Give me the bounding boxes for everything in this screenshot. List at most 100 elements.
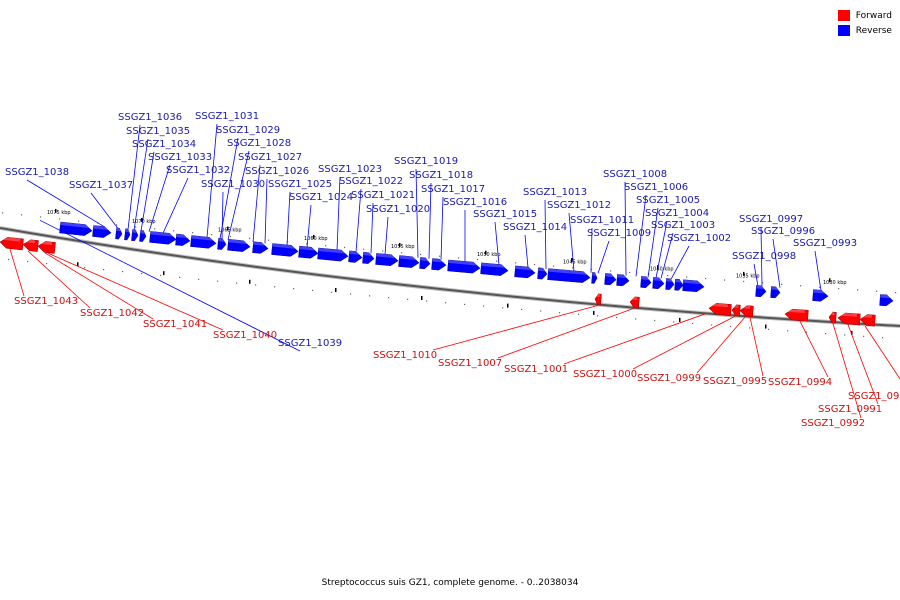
forward-gene-label[interactable]: SSGZ1_0999 [637, 373, 701, 384]
reverse-gene-label[interactable]: SSGZ1_1004 [645, 208, 709, 219]
reverse-gene-arrow[interactable] [879, 294, 894, 307]
reverse-gene-label[interactable]: SSGZ1_1039 [278, 338, 342, 349]
reverse-gene-arrow[interactable] [604, 273, 617, 286]
reverse-gene-label[interactable]: SSGZ1_1014 [503, 222, 567, 233]
reverse-gene-arrow[interactable] [755, 285, 767, 297]
reverse-gene-arrow[interactable] [271, 243, 299, 257]
reverse-gene-label[interactable]: SSGZ1_1034 [132, 139, 196, 150]
reverse-gene-label[interactable]: SSGZ1_0997 [739, 214, 803, 225]
forward-gene-label[interactable]: SSGZ1_1007 [438, 358, 502, 369]
forward-gene-label[interactable]: SSGZ1_0995 [703, 376, 767, 387]
reverse-gene-arrow[interactable] [665, 278, 675, 290]
reverse-gene-label[interactable]: SSGZ1_1033 [148, 152, 212, 163]
reverse-gene-label[interactable]: SSGZ1_1031 [195, 111, 259, 122]
reverse-gene-arrow[interactable] [115, 227, 123, 240]
forward-gene-arrow[interactable] [739, 305, 754, 318]
forward-gene-arrow[interactable] [837, 312, 861, 326]
reverse-gene-arrow[interactable] [447, 259, 481, 274]
reverse-gene-label[interactable]: SSGZ1_1015 [473, 209, 537, 220]
reverse-gene-arrow[interactable] [616, 274, 630, 287]
forward-gene-label[interactable]: SSGZ1_1001 [504, 364, 568, 375]
reverse-gene-arrow[interactable] [682, 279, 705, 293]
reverse-gene-label[interactable]: SSGZ1_1021 [351, 190, 415, 201]
reverse-gene-arrow[interactable] [419, 257, 431, 270]
reverse-gene-label[interactable]: SSGZ1_0993 [793, 238, 857, 249]
reverse-gene-label[interactable]: SSGZ1_1020 [366, 204, 430, 215]
forward-gene-label[interactable]: SSGZ1_1040 [213, 330, 277, 341]
forward-gene-arrow[interactable] [629, 296, 640, 309]
reverse-gene-label[interactable]: SSGZ1_1036 [118, 112, 182, 123]
reverse-gene-label[interactable]: SSGZ1_1016 [443, 197, 507, 208]
reverse-gene-label[interactable]: SSGZ1_0998 [732, 251, 796, 262]
forward-gene-label[interactable]: SSGZ1_1043 [14, 296, 78, 307]
forward-gene-arrow[interactable] [784, 308, 809, 322]
reverse-gene-arrow[interactable] [217, 237, 227, 250]
reverse-gene-label[interactable]: SSGZ1_1013 [523, 187, 587, 198]
reverse-gene-arrow[interactable] [514, 265, 536, 279]
reverse-gene-arrow[interactable] [537, 267, 548, 280]
forward-gene-label[interactable]: SSGZ1_1000 [573, 369, 637, 380]
reverse-gene-arrow[interactable] [674, 278, 684, 291]
forward-gene-label[interactable]: SSGZ1_0994 [768, 377, 832, 388]
reverse-gene-label[interactable]: SSGZ1_1032 [166, 165, 230, 176]
reverse-gene-arrow[interactable] [640, 276, 652, 288]
reverse-gene-arrow[interactable] [812, 289, 829, 302]
reverse-gene-label[interactable]: SSGZ1_1006 [624, 182, 688, 193]
forward-gene-arrow[interactable] [708, 302, 732, 316]
reverse-gene-arrow[interactable] [317, 247, 349, 262]
forward-gene-arrow[interactable] [731, 304, 741, 317]
reverse-gene-label[interactable]: SSGZ1_1009 [587, 228, 651, 239]
forward-gene-label[interactable]: SSGZ1_1041 [143, 319, 207, 330]
reverse-gene-arrow[interactable] [431, 258, 447, 271]
reverse-gene-label[interactable]: SSGZ1_1035 [126, 126, 190, 137]
reverse-gene-arrow[interactable] [652, 277, 665, 289]
reverse-gene-label[interactable]: SSGZ1_1037 [69, 180, 133, 191]
reverse-gene-label[interactable]: SSGZ1_1003 [651, 220, 715, 231]
reverse-gene-arrow[interactable] [175, 233, 191, 246]
reverse-gene-label[interactable]: SSGZ1_1025 [268, 179, 332, 190]
reverse-gene-arrow[interactable] [252, 241, 269, 254]
reverse-gene-arrow[interactable] [348, 250, 363, 263]
reverse-gene-arrow[interactable] [92, 225, 112, 238]
reverse-gene-arrow[interactable] [149, 231, 177, 245]
reverse-gene-label[interactable]: SSGZ1_1019 [394, 156, 458, 167]
reverse-gene-label[interactable]: SSGZ1_1017 [421, 184, 485, 195]
forward-gene-arrow[interactable] [22, 239, 39, 252]
forward-gene-label[interactable]: SSGZ1_1042 [80, 308, 144, 319]
reverse-gene-arrow[interactable] [124, 228, 131, 241]
reverse-gene-arrow[interactable] [375, 253, 399, 266]
forward-gene-arrow[interactable] [859, 314, 876, 327]
reverse-gene-label[interactable]: SSGZ1_0996 [751, 226, 815, 237]
reverse-gene-label[interactable]: SSGZ1_1028 [227, 138, 291, 149]
forward-gene-label[interactable]: SSGZ1_0991 [818, 404, 882, 415]
reverse-gene-label[interactable]: SSGZ1_1002 [667, 233, 731, 244]
reverse-gene-label[interactable]: SSGZ1_1018 [409, 170, 473, 181]
reverse-gene-label[interactable]: SSGZ1_1023 [318, 164, 382, 175]
forward-gene-arrow[interactable] [594, 293, 602, 306]
reverse-gene-arrow[interactable] [190, 235, 217, 249]
reverse-gene-arrow[interactable] [131, 229, 139, 242]
reverse-gene-arrow[interactable] [227, 238, 251, 252]
reverse-gene-label[interactable]: SSGZ1_1029 [216, 125, 280, 136]
forward-gene-label[interactable]: SSGZ1_1010 [373, 350, 437, 361]
forward-gene-arrow[interactable] [37, 240, 56, 254]
reverse-gene-arrow[interactable] [480, 262, 509, 276]
reverse-gene-arrow[interactable] [362, 251, 375, 264]
reverse-gene-label[interactable]: SSGZ1_1011 [570, 215, 634, 226]
reverse-gene-arrow[interactable] [59, 221, 93, 236]
reverse-gene-label[interactable]: SSGZ1_1030 [201, 179, 265, 190]
reverse-gene-arrow[interactable] [298, 245, 319, 259]
reverse-gene-label[interactable]: SSGZ1_1008 [603, 169, 667, 180]
forward-gene-label[interactable]: SSGZ1_0992 [801, 418, 865, 429]
reverse-gene-label[interactable]: SSGZ1_1012 [547, 200, 611, 211]
reverse-gene-label[interactable]: SSGZ1_1024 [289, 192, 353, 203]
reverse-gene-label[interactable]: SSGZ1_1026 [245, 166, 309, 177]
reverse-gene-arrow[interactable] [547, 268, 591, 283]
reverse-gene-arrow[interactable] [770, 286, 781, 299]
reverse-gene-arrow[interactable] [591, 272, 598, 284]
forward-gene-arrow[interactable] [828, 311, 837, 324]
reverse-gene-label[interactable]: SSGZ1_1005 [636, 195, 700, 206]
reverse-gene-label[interactable]: SSGZ1_1027 [238, 152, 302, 163]
forward-gene-label[interactable]: SSGZ1_0990 [848, 391, 900, 402]
